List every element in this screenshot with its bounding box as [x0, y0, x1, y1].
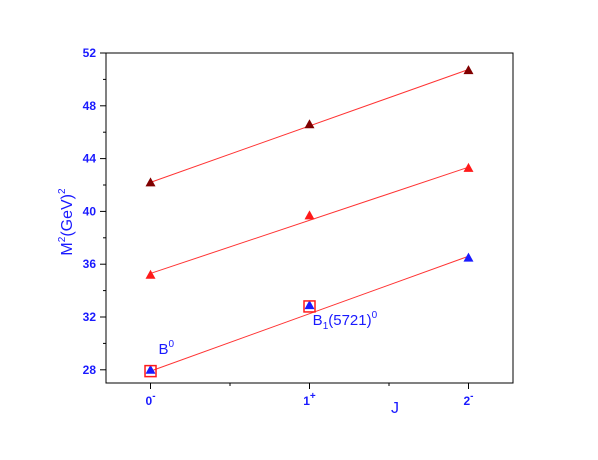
x-tick-label: 2-	[463, 391, 473, 408]
y-tick-label: 52	[83, 46, 97, 60]
fit-line	[150, 166, 469, 274]
data-markers	[145, 65, 474, 374]
triangle-point	[304, 300, 315, 310]
y-axis-title-mid: (GeV)	[59, 194, 76, 237]
y-axis: 28 32 36 40 44 48 52	[83, 46, 106, 377]
y-tick-label: 40	[83, 204, 97, 218]
triangle-point	[304, 210, 315, 220]
triangle-point	[304, 119, 315, 129]
experimental-points	[144, 300, 316, 378]
annotations: B0 B1(5721)0	[158, 310, 377, 358]
x-tick-label: 1+	[303, 391, 316, 408]
triangle-point	[145, 177, 156, 187]
y-tick-label: 48	[83, 99, 97, 113]
y-axis-title-main: M	[59, 242, 76, 255]
triangle-point	[145, 364, 156, 374]
x-axis-title: J	[391, 400, 399, 417]
triangle-point	[463, 252, 474, 262]
annotation-label: B0	[158, 339, 174, 358]
x-tick-label: 0-	[146, 391, 156, 408]
y-tick-label: 32	[83, 310, 97, 324]
experimental-square	[144, 364, 157, 378]
experimental-square	[303, 300, 316, 313]
triangle-point	[463, 65, 474, 75]
y-axis-title-sup1: 2	[57, 236, 68, 242]
y-axis-title-sup2: 2	[57, 188, 68, 194]
annotation-label: B1(5721)0	[313, 310, 378, 332]
triangle-point	[463, 162, 474, 172]
x-axis: 0- 1+ 2-	[146, 383, 474, 408]
y-axis-title: M2(GeV)2	[57, 188, 76, 256]
triangle-point	[145, 269, 156, 279]
fit-line	[150, 255, 469, 372]
y-tick-label: 28	[83, 363, 97, 377]
fit-lines	[150, 69, 469, 372]
y-tick-label: 44	[83, 152, 97, 166]
y-tick-label: 36	[83, 257, 97, 271]
